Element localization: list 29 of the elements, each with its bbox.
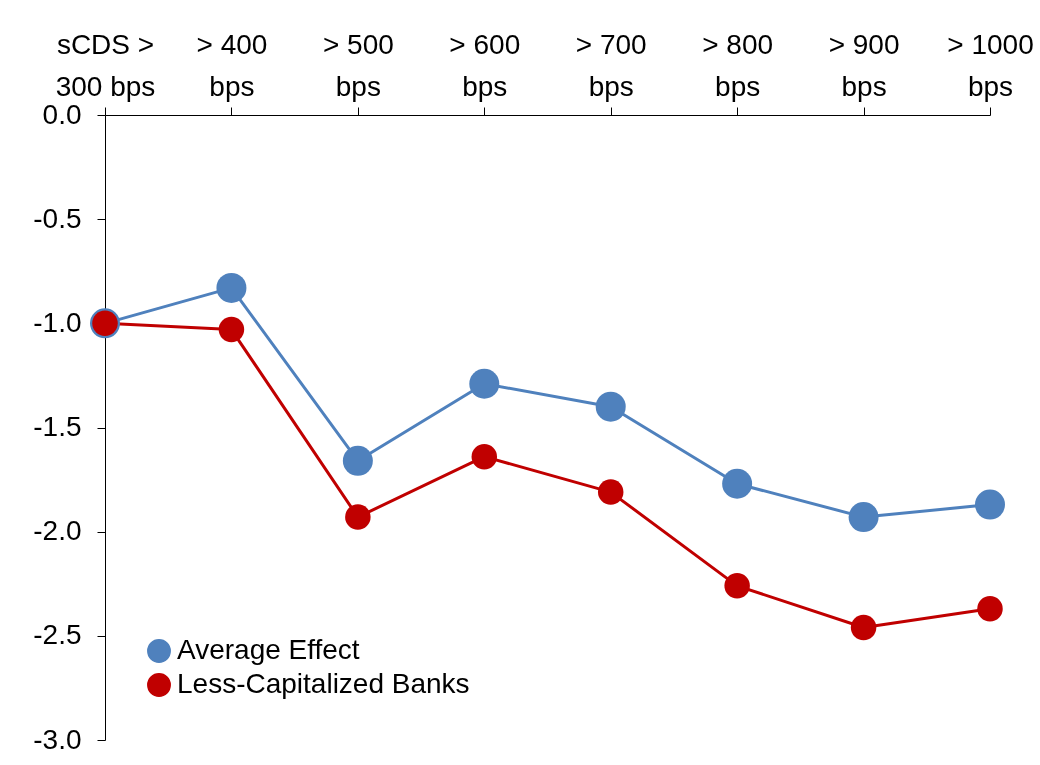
point	[850, 614, 877, 641]
point	[975, 489, 1005, 520]
point	[848, 502, 879, 533]
legend-label: Less-Capitalized Banks	[177, 668, 470, 699]
point	[977, 596, 1003, 622]
point	[724, 573, 750, 599]
legend-label: Average Effect	[177, 634, 360, 665]
point	[216, 272, 247, 303]
y-tick-label: -1.5	[33, 411, 82, 442]
point	[342, 445, 373, 476]
point	[722, 468, 753, 499]
point	[471, 443, 498, 470]
y-tick-label: -3.0	[33, 723, 82, 755]
x-tick-label: > 900 bps	[828, 28, 900, 102]
point	[597, 479, 624, 505]
point	[469, 368, 500, 399]
y-tick-label: -2.5	[33, 619, 82, 651]
x-tick-label: > 1000 bps	[947, 28, 1034, 102]
x-tick-label: > 800 bps	[702, 28, 774, 102]
x-tick-label: > 400 bps	[196, 28, 268, 102]
y-tick-label: -2.0	[33, 515, 82, 547]
x-tick-label: > 500 bps	[322, 28, 394, 102]
x-tick-label: > 700 bps	[575, 28, 647, 102]
point	[218, 316, 245, 343]
point	[595, 391, 626, 422]
point	[345, 504, 371, 530]
x-tick-label: > 600 bps	[449, 28, 521, 102]
y-tick-label: -0.5	[33, 202, 82, 234]
y-tick-label: -1.0	[33, 306, 82, 338]
